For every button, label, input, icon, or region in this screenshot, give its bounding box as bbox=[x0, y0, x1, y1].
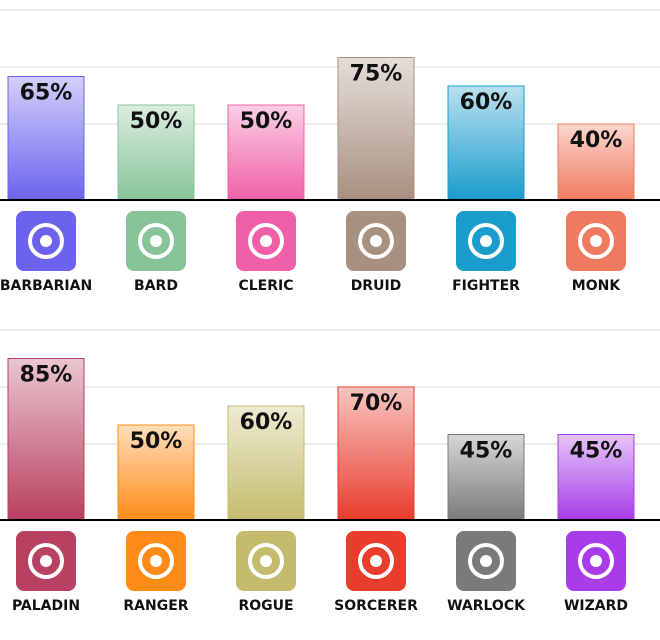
icon-glyph bbox=[150, 555, 162, 567]
value-label: 40% bbox=[570, 128, 623, 153]
category-label: BARBARIAN bbox=[0, 278, 92, 294]
category-label: MONK bbox=[572, 278, 622, 294]
value-label: 50% bbox=[240, 109, 293, 134]
category-label: WARLOCK bbox=[447, 598, 526, 614]
category-label: SORCERER bbox=[334, 598, 418, 614]
icon-glyph bbox=[480, 235, 492, 247]
category-label: BARD bbox=[134, 278, 178, 294]
value-label: 65% bbox=[20, 81, 73, 106]
bar bbox=[557, 123, 635, 201]
value-label: 60% bbox=[460, 90, 513, 115]
bar bbox=[337, 57, 415, 201]
value-label: 85% bbox=[20, 363, 73, 388]
icon-glyph bbox=[370, 235, 382, 247]
bar bbox=[447, 434, 525, 521]
bar bbox=[227, 405, 305, 521]
icon-glyph bbox=[40, 555, 52, 567]
icon-glyph bbox=[590, 235, 602, 247]
icon-glyph bbox=[590, 555, 602, 567]
value-label: 50% bbox=[130, 109, 183, 134]
icon-glyph bbox=[138, 543, 174, 579]
category-label: PALADIN bbox=[12, 598, 80, 614]
icon-glyph bbox=[28, 543, 64, 579]
bar bbox=[7, 358, 85, 521]
icon-glyph bbox=[138, 223, 174, 259]
category-label: CLERIC bbox=[238, 278, 293, 294]
bar bbox=[117, 104, 195, 201]
value-label: 75% bbox=[350, 62, 403, 87]
icon-glyph bbox=[248, 223, 284, 259]
icon-glyph bbox=[248, 543, 284, 579]
value-label: 45% bbox=[460, 439, 513, 464]
icon-glyph bbox=[578, 223, 614, 259]
icon-glyph bbox=[150, 235, 162, 247]
bar bbox=[7, 76, 85, 201]
category-label: RANGER bbox=[123, 598, 188, 614]
bar bbox=[337, 386, 415, 521]
icon-glyph bbox=[468, 543, 504, 579]
bar bbox=[117, 424, 195, 521]
category-label: WIZARD bbox=[564, 598, 628, 614]
icon-glyph bbox=[260, 235, 272, 247]
value-label: 60% bbox=[240, 410, 293, 435]
category-label: ROGUE bbox=[238, 598, 293, 614]
icon-glyph bbox=[480, 555, 492, 567]
icon-glyph bbox=[28, 223, 64, 259]
value-label: 45% bbox=[570, 439, 623, 464]
icon-glyph bbox=[358, 223, 394, 259]
value-label: 50% bbox=[130, 429, 183, 454]
value-label: 70% bbox=[350, 391, 403, 416]
icon-glyph bbox=[40, 235, 52, 247]
category-label: FIGHTER bbox=[452, 278, 520, 294]
icon-glyph bbox=[358, 543, 394, 579]
icon-glyph bbox=[468, 223, 504, 259]
icon-glyph bbox=[260, 555, 272, 567]
category-label: DRUID bbox=[351, 278, 402, 294]
icon-glyph bbox=[578, 543, 614, 579]
icon-glyph bbox=[370, 555, 382, 567]
